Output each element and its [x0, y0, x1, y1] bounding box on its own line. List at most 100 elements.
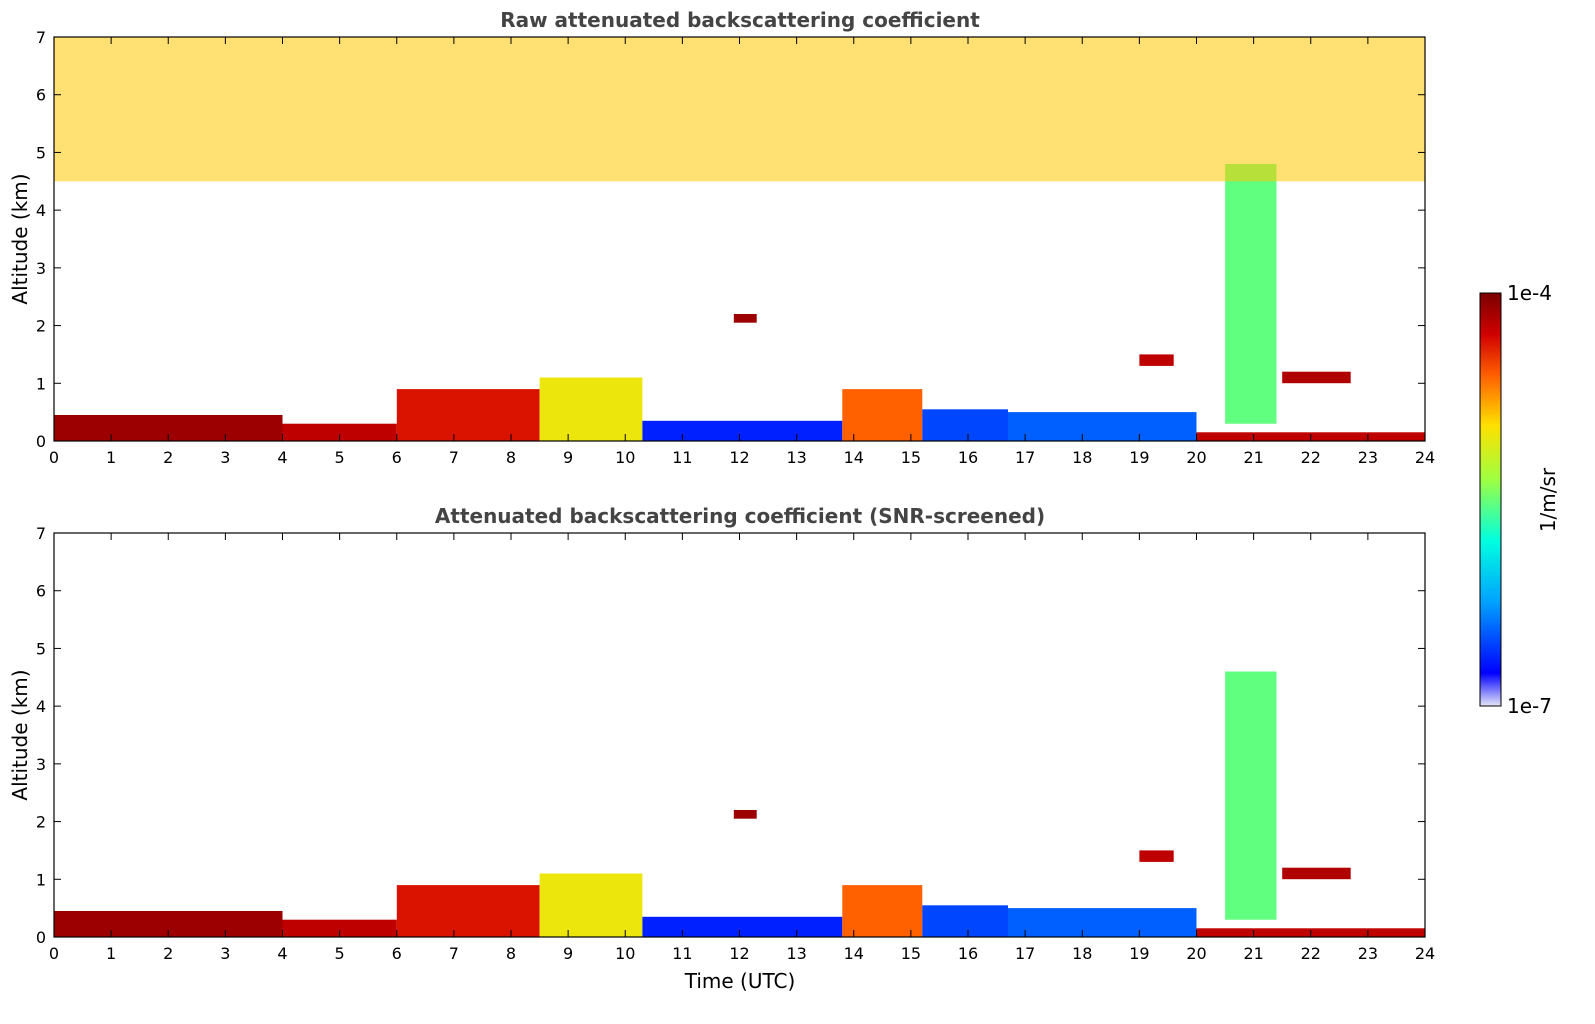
- backscatter-feature-2: [396, 389, 540, 441]
- x-tick-label: 13: [786, 944, 806, 963]
- x-tick-label: 7: [449, 944, 459, 963]
- x-tick-label: 15: [901, 448, 921, 467]
- backscatter-feature-11: [1139, 354, 1174, 366]
- x-tick-label: 2: [163, 448, 173, 467]
- x-tick-label: 11: [672, 944, 692, 963]
- x-tick-label: 19: [1129, 448, 1149, 467]
- y-tick-label: 5: [36, 143, 46, 162]
- x-tick-label: 12: [729, 944, 749, 963]
- backscatter-feature-1: [282, 919, 397, 937]
- x-tick-label: 17: [1015, 944, 1035, 963]
- backscatter-feature-9: [1225, 671, 1277, 920]
- bottom-panel-ylabel: Altitude (km): [8, 669, 32, 800]
- x-tick-label: 22: [1301, 448, 1321, 467]
- y-tick-label: 6: [36, 582, 46, 601]
- backscatter-feature-3: [539, 873, 643, 937]
- x-tick-label: 7: [449, 448, 459, 467]
- y-tick-label: 1: [36, 870, 46, 889]
- colorbar: 1e-4 1e-7 1/m/sr: [1479, 281, 1560, 718]
- x-tick-label: 20: [1186, 944, 1206, 963]
- y-tick-label: 7: [36, 28, 46, 47]
- x-tick-label: 18: [1072, 944, 1092, 963]
- y-tick-label: 3: [36, 755, 46, 774]
- backscatter-feature-6: [922, 905, 1008, 937]
- y-tick-label: 0: [36, 432, 46, 451]
- x-tick-label: 2: [163, 944, 173, 963]
- bottom-y-ticks: 0 1 2 3 4 5 6 7: [36, 524, 1425, 947]
- backscatter-feature-12: [1282, 867, 1351, 880]
- x-tick-label: 3: [220, 448, 230, 467]
- backscatter-feature-10: [733, 314, 757, 323]
- x-tick-label: 10: [615, 448, 635, 467]
- x-tick-label: 22: [1301, 944, 1321, 963]
- backscatter-feature-9: [1225, 164, 1277, 424]
- y-tick-label: 0: [36, 928, 46, 947]
- x-tick-label: 11: [672, 448, 692, 467]
- backscatter-feature-5: [842, 885, 923, 937]
- backscatter-feature-3: [539, 377, 643, 441]
- x-tick-label: 21: [1243, 448, 1263, 467]
- x-tick-label: 5: [335, 448, 345, 467]
- y-tick-label: 2: [36, 813, 46, 832]
- x-tick-label: 15: [901, 944, 921, 963]
- x-tick-label: 6: [392, 448, 402, 467]
- x-tick-label: 1: [106, 944, 116, 963]
- backscatter-feature-13: [54, 37, 1425, 182]
- top-x-ticks: 0 1 2 3 4 5 6 7 8 9 10 11 12 13 14 15 16 17 18 19 20 21 22 23 24: [49, 37, 1435, 467]
- bottom-panel-title: Attenuated backscattering coefficient (S…: [435, 504, 1045, 528]
- backscatter-feature-7: [1008, 908, 1197, 937]
- bottom-panel: Attenuated backscattering coefficient (S…: [8, 504, 1435, 993]
- x-tick-label: 9: [563, 448, 573, 467]
- backscatter-feature-12: [1282, 371, 1351, 384]
- y-tick-label: 4: [36, 201, 46, 220]
- x-tick-label: 0: [49, 944, 59, 963]
- bottom-panel-xlabel: Time (UTC): [684, 969, 796, 993]
- x-tick-label: 8: [506, 448, 516, 467]
- bottom-heatmap: [54, 671, 1425, 937]
- x-tick-label: 10: [615, 944, 635, 963]
- colorbar-min-label: 1e-7: [1507, 694, 1552, 718]
- backscatter-feature-7: [1008, 412, 1197, 441]
- x-tick-label: 21: [1243, 944, 1263, 963]
- y-tick-label: 2: [36, 317, 46, 336]
- y-tick-label: 1: [36, 374, 46, 393]
- bottom-x-ticks: 0 1 2 3 4 5 6 7 8 9 10 11 12 13 14 15 16 17 18 19 20 21 22 23 24: [49, 533, 1435, 963]
- backscatter-feature-5: [842, 389, 923, 441]
- backscatter-feature-2: [396, 885, 540, 937]
- top-y-ticks: 0 1 2 3 4 5 6 7: [36, 28, 1425, 451]
- x-tick-label: 5: [335, 944, 345, 963]
- backscatter-feature-1: [282, 423, 397, 441]
- bottom-plot-area: [54, 533, 1425, 937]
- x-tick-label: 24: [1415, 448, 1435, 467]
- x-tick-label: 3: [220, 944, 230, 963]
- y-tick-label: 4: [36, 697, 46, 716]
- backscatter-feature-4: [642, 420, 843, 441]
- x-tick-label: 6: [392, 944, 402, 963]
- colorbar-unit-label: 1/m/sr: [1536, 467, 1560, 532]
- x-tick-label: 18: [1072, 448, 1092, 467]
- x-tick-label: 4: [277, 448, 287, 467]
- y-tick-label: 6: [36, 86, 46, 105]
- x-tick-label: 1: [106, 448, 116, 467]
- y-tick-label: 5: [36, 639, 46, 658]
- x-tick-label: 19: [1129, 944, 1149, 963]
- x-tick-label: 9: [563, 944, 573, 963]
- x-tick-label: 16: [958, 944, 978, 963]
- x-tick-label: 4: [277, 944, 287, 963]
- x-tick-label: 12: [729, 448, 749, 467]
- x-tick-label: 20: [1186, 448, 1206, 467]
- colorbar-max-label: 1e-4: [1507, 281, 1552, 305]
- x-tick-label: 14: [844, 448, 864, 467]
- x-tick-label: 23: [1358, 448, 1378, 467]
- backscatter-feature-10: [733, 810, 757, 819]
- x-tick-label: 24: [1415, 944, 1435, 963]
- x-tick-label: 16: [958, 448, 978, 467]
- y-tick-label: 3: [36, 259, 46, 278]
- x-tick-label: 14: [844, 944, 864, 963]
- colorbar-gradient: [1479, 292, 1502, 707]
- y-tick-label: 7: [36, 524, 46, 543]
- x-tick-label: 13: [786, 448, 806, 467]
- x-tick-label: 8: [506, 944, 516, 963]
